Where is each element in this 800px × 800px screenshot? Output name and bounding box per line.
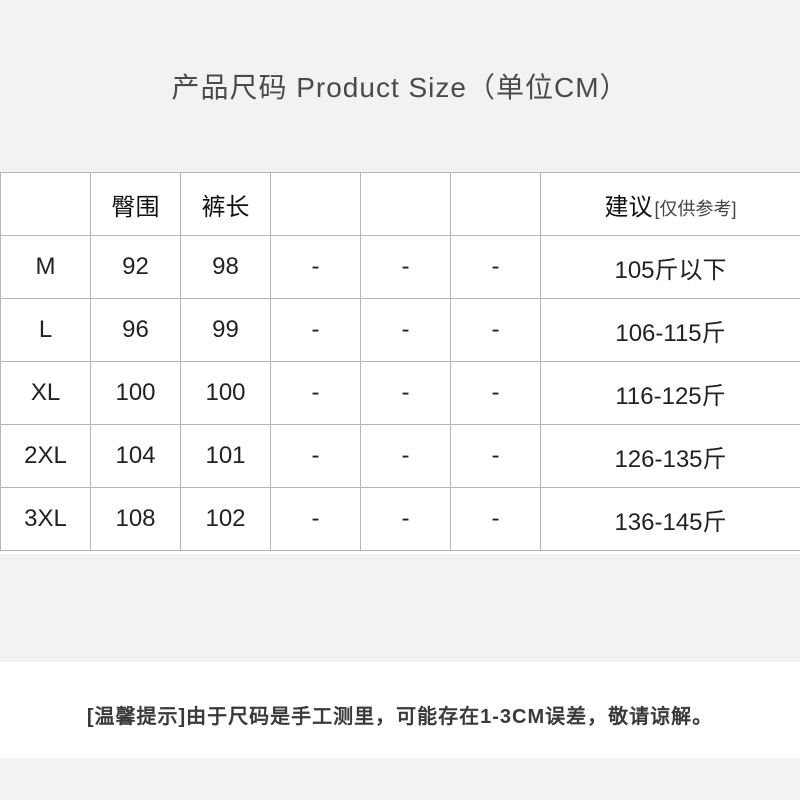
table-header-row: 臀围 裤长 建议[仅供参考] — [1, 173, 800, 236]
cell-rec: 136-145斤 — [541, 488, 800, 551]
cell-size: L — [1, 299, 91, 362]
cell-rec: 106-115斤 — [541, 299, 800, 362]
cell-size: 2XL — [1, 425, 91, 488]
table-row: L 96 99 - - - 106-115斤 — [1, 299, 800, 362]
cell-hip: 108 — [91, 488, 181, 551]
cell-size: 3XL — [1, 488, 91, 551]
cell-c3: - — [271, 488, 361, 551]
cell-c4: - — [361, 488, 451, 551]
cell-size: M — [1, 236, 91, 299]
table-row: 3XL 108 102 - - - 136-145斤 — [1, 488, 800, 551]
rec-header-sub: [仅供参考] — [654, 199, 736, 219]
size-table: 臀围 裤长 建议[仅供参考] M 92 98 - - - 105斤以下 L 96… — [0, 172, 800, 551]
cell-hip: 104 — [91, 425, 181, 488]
measurement-note: [温馨提示]由于尺码是手工测里，可能存在1-3CM误差，敬请谅解。 — [0, 700, 800, 729]
cell-c3: - — [271, 236, 361, 299]
cell-c5: - — [451, 425, 541, 488]
cell-c5: - — [451, 488, 541, 551]
table-row: M 92 98 - - - 105斤以下 — [1, 236, 800, 299]
cell-rec: 116-125斤 — [541, 362, 800, 425]
table-row: XL 100 100 - - - 116-125斤 — [1, 362, 800, 425]
cell-hip: 92 — [91, 236, 181, 299]
cell-len: 98 — [181, 236, 271, 299]
cell-c4: - — [361, 236, 451, 299]
page-title: 产品尺码 Product Size（单位CM） — [0, 66, 800, 106]
cell-c5: - — [451, 362, 541, 425]
col-header-c4 — [361, 173, 451, 236]
cell-c3: - — [271, 362, 361, 425]
rec-header-main: 建议 — [604, 194, 652, 221]
page: 产品尺码 Product Size（单位CM） 臀围 裤长 建议[仅供参考] M… — [0, 0, 800, 800]
cell-hip: 96 — [91, 299, 181, 362]
cell-c4: - — [361, 362, 451, 425]
cell-c5: - — [451, 236, 541, 299]
cell-c3: - — [271, 299, 361, 362]
cell-size: XL — [1, 362, 91, 425]
cell-c3: - — [271, 425, 361, 488]
cell-len: 100 — [181, 362, 271, 425]
cell-hip: 100 — [91, 362, 181, 425]
col-header-c5 — [451, 173, 541, 236]
col-header-len: 裤长 — [181, 173, 271, 236]
table-row: 2XL 104 101 - - - 126-135斤 — [1, 425, 800, 488]
col-header-size — [1, 173, 91, 236]
col-header-c3 — [271, 173, 361, 236]
col-header-rec: 建议[仅供参考] — [541, 173, 800, 236]
band-bot — [0, 758, 800, 800]
band-mid — [0, 554, 800, 662]
cell-len: 99 — [181, 299, 271, 362]
cell-c4: - — [361, 425, 451, 488]
cell-len: 102 — [181, 488, 271, 551]
col-header-hip: 臀围 — [91, 173, 181, 236]
cell-rec: 126-135斤 — [541, 425, 800, 488]
cell-len: 101 — [181, 425, 271, 488]
cell-c5: - — [451, 299, 541, 362]
cell-rec: 105斤以下 — [541, 236, 800, 299]
cell-c4: - — [361, 299, 451, 362]
